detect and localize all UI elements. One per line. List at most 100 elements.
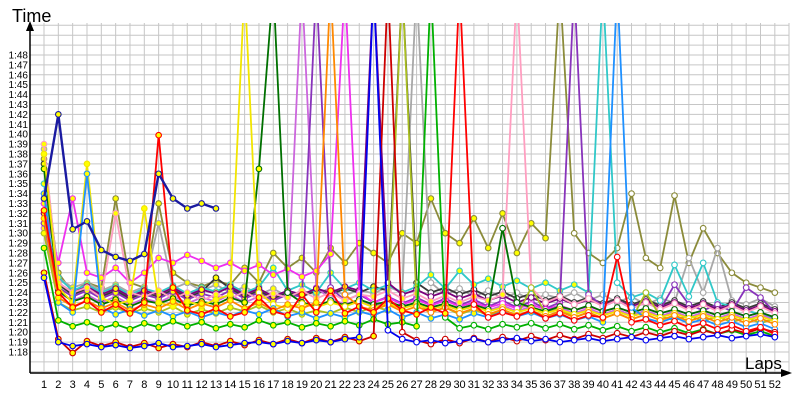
- data-point: [69, 322, 77, 330]
- x-tick-label: 40: [597, 379, 609, 391]
- data-point: [685, 317, 693, 325]
- data-point: [671, 300, 678, 307]
- data-point: [671, 317, 678, 325]
- y-tick-label: 1:34: [9, 189, 29, 200]
- x-tick-label: 42: [625, 379, 637, 391]
- data-point: [714, 244, 721, 252]
- data-point: [527, 294, 535, 301]
- x-tick-label: 34: [511, 379, 523, 391]
- data-point: [312, 299, 320, 306]
- data-point: [69, 304, 77, 311]
- data-point: [284, 301, 291, 308]
- data-point: [198, 318, 205, 326]
- data-point: [585, 321, 592, 329]
- data-point: [542, 291, 549, 298]
- data-point: [40, 274, 48, 282]
- data-point: [527, 319, 535, 327]
- data-point: [140, 205, 148, 212]
- data-point: [69, 195, 77, 202]
- data-point: [370, 249, 377, 257]
- data-point: [83, 160, 91, 168]
- data-point: [169, 317, 177, 325]
- data-point: [699, 319, 707, 327]
- data-point: [69, 342, 77, 350]
- x-tick-label: 27: [410, 379, 422, 391]
- data-point: [441, 339, 449, 347]
- data-point: [570, 301, 578, 308]
- y-tick-label: 1:40: [9, 130, 29, 141]
- data-point: [542, 279, 549, 287]
- axes: [26, 21, 792, 377]
- data-point: [527, 219, 535, 227]
- data-point: [69, 349, 77, 357]
- data-point: [441, 310, 449, 317]
- data-point: [284, 337, 291, 345]
- data-point: [570, 289, 578, 296]
- x-tick-label: 35: [525, 379, 537, 391]
- data-point: [613, 310, 621, 317]
- data-point: [241, 267, 248, 275]
- data-point: [284, 318, 291, 326]
- y-tick-label: 1:22: [9, 308, 29, 319]
- data-point: [570, 336, 578, 344]
- data-point: [140, 319, 148, 327]
- data-point: [255, 311, 263, 318]
- data-point: [155, 305, 162, 312]
- data-point: [470, 321, 478, 329]
- y-tick-label: 1:38: [9, 150, 29, 161]
- y-tick-label: 1:47: [9, 60, 29, 71]
- data-point: [470, 301, 478, 308]
- x-tick-label: 20: [310, 379, 322, 391]
- data-point: [642, 315, 650, 323]
- data-point: [427, 195, 435, 202]
- data-point: [183, 205, 191, 212]
- y-tick-label: 1:36: [9, 169, 29, 180]
- data-point: [699, 224, 707, 232]
- data-point: [456, 267, 463, 275]
- data-point: [69, 225, 77, 233]
- data-point: [155, 323, 162, 331]
- data-point: [542, 335, 549, 343]
- x-tick-label: 37: [554, 379, 566, 391]
- data-point: [126, 257, 134, 265]
- data-point: [613, 335, 621, 343]
- data-point: [542, 324, 549, 332]
- x-tick-label: 30: [453, 379, 465, 391]
- data-point: [699, 259, 707, 267]
- data-point: [484, 244, 492, 252]
- y-tick-label: 1:26: [9, 268, 29, 279]
- x-tick-label: 13: [210, 379, 222, 391]
- data-point: [126, 344, 134, 352]
- data-point: [484, 338, 492, 346]
- data-point: [198, 257, 205, 265]
- data-point: [255, 165, 263, 173]
- data-point: [413, 322, 420, 330]
- data-point: [398, 307, 406, 314]
- x-tick-label: 43: [640, 379, 652, 391]
- data-point: [212, 264, 220, 272]
- data-point: [269, 340, 277, 348]
- data-point: [112, 301, 119, 308]
- data-point: [513, 313, 521, 320]
- x-tick-label: 15: [238, 379, 250, 391]
- data-point: [112, 341, 119, 349]
- data-point: [527, 284, 535, 292]
- data-point: [155, 200, 162, 207]
- data-point: [183, 307, 191, 314]
- data-point: [97, 343, 105, 351]
- data-point: [714, 325, 721, 333]
- data-point: [269, 264, 277, 272]
- data-point: [642, 289, 650, 296]
- data-point: [255, 316, 263, 324]
- x-tick-label: 29: [439, 379, 451, 391]
- x-tick-label: 19: [296, 379, 308, 391]
- series-driver-yellowgreen: [40, 23, 779, 327]
- data-point: [628, 333, 635, 341]
- data-point: [226, 341, 234, 349]
- x-tick-label: 8: [141, 379, 147, 391]
- data-point: [656, 264, 664, 272]
- data-point: [728, 314, 736, 321]
- data-point: [226, 313, 234, 320]
- x-tick-label: 46: [683, 379, 695, 391]
